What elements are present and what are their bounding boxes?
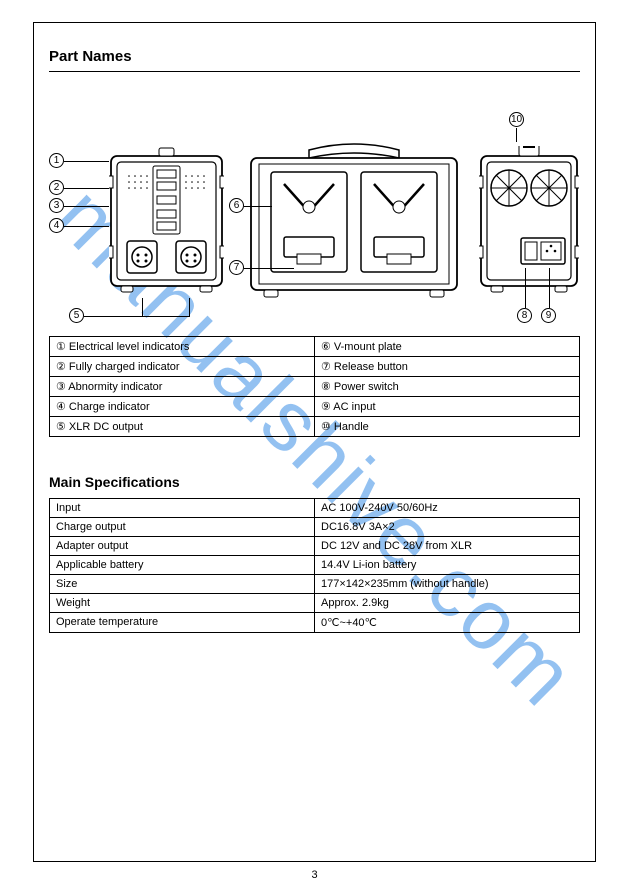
cell: 14.4V Li-ion battery bbox=[315, 556, 580, 575]
cell: Input bbox=[50, 499, 315, 518]
table-row: Charge outputDC16.8V 3A×2 bbox=[50, 518, 580, 537]
callout-6: 6 bbox=[229, 198, 244, 213]
callout-4: 4 bbox=[49, 218, 64, 233]
cell: ⑤ XLR DC output bbox=[50, 417, 315, 437]
top-view bbox=[249, 142, 459, 302]
callout-line bbox=[189, 298, 190, 316]
diagram-area: 10 bbox=[49, 138, 580, 333]
callout-line bbox=[64, 226, 109, 227]
callout-2: 2 bbox=[49, 180, 64, 195]
callout-5: 5 bbox=[69, 308, 84, 323]
cell: ② Fully charged indicator bbox=[50, 357, 315, 377]
cell: Applicable battery bbox=[50, 556, 315, 575]
spec-table: InputAC 100V-240V 50/60Hz Charge outputD… bbox=[49, 498, 580, 633]
table-row: ⑤ XLR DC output⑩ Handle bbox=[50, 417, 580, 437]
callout-line bbox=[549, 268, 550, 308]
cell: Size bbox=[50, 575, 315, 594]
callout-line bbox=[244, 268, 294, 269]
callout-line bbox=[244, 206, 272, 207]
cell: DC16.8V 3A×2 bbox=[315, 518, 580, 537]
callout-9: 9 bbox=[541, 308, 556, 323]
cell: Weight bbox=[50, 594, 315, 613]
cell: Approx. 2.9kg bbox=[315, 594, 580, 613]
table-row: Applicable battery14.4V Li-ion battery bbox=[50, 556, 580, 575]
callout-7: 7 bbox=[229, 260, 244, 275]
table-row: ① Electrical level indicators⑥ V-mount p… bbox=[50, 337, 580, 357]
cell: ⑦ Release button bbox=[315, 357, 580, 377]
callout-10: 10 bbox=[509, 112, 524, 127]
callout-line bbox=[516, 128, 517, 142]
callout-line bbox=[84, 316, 190, 317]
cell: ⑨ AC input bbox=[315, 397, 580, 417]
page-title: Part Names bbox=[49, 48, 132, 65]
callout-8: 8 bbox=[517, 308, 532, 323]
front-view bbox=[109, 146, 224, 296]
cell: ④ Charge indicator bbox=[50, 397, 315, 417]
table-row: WeightApprox. 2.9kg bbox=[50, 594, 580, 613]
callout-line bbox=[64, 161, 109, 162]
callout-line bbox=[64, 188, 109, 189]
cell: Operate temperature bbox=[50, 613, 315, 633]
table-row: ② Fully charged indicator⑦ Release butto… bbox=[50, 357, 580, 377]
cell: DC 12V and DC 28V from XLR bbox=[315, 537, 580, 556]
cell: ① Electrical level indicators bbox=[50, 337, 315, 357]
table-row: ③ Abnormity indicator⑧ Power switch bbox=[50, 377, 580, 397]
cell: 177×142×235mm (without handle) bbox=[315, 575, 580, 594]
callout-3: 3 bbox=[49, 198, 64, 213]
callout-line bbox=[142, 298, 143, 316]
cell: Charge output bbox=[50, 518, 315, 537]
parts-table: ① Electrical level indicators⑥ V-mount p… bbox=[49, 336, 580, 437]
back-view bbox=[479, 146, 579, 296]
header-rule bbox=[49, 71, 580, 72]
cell: 0℃~+40℃ bbox=[315, 613, 580, 633]
cell: ⑩ Handle bbox=[315, 417, 580, 437]
callout-1: 1 bbox=[49, 153, 64, 168]
cell: AC 100V-240V 50/60Hz bbox=[315, 499, 580, 518]
cell: ⑧ Power switch bbox=[315, 377, 580, 397]
table-row: Size177×142×235mm (without handle) bbox=[50, 575, 580, 594]
cell: ⑥ V-mount plate bbox=[315, 337, 580, 357]
table-row: InputAC 100V-240V 50/60Hz bbox=[50, 499, 580, 518]
section-heading-specs: Main Specifications bbox=[49, 474, 180, 490]
cell: Adapter output bbox=[50, 537, 315, 556]
table-row: Operate temperature0℃~+40℃ bbox=[50, 613, 580, 633]
page-number: 3 bbox=[311, 869, 317, 881]
callout-line bbox=[525, 268, 526, 308]
table-row: Adapter outputDC 12V and DC 28V from XLR bbox=[50, 537, 580, 556]
table-row: ④ Charge indicator⑨ AC input bbox=[50, 397, 580, 417]
cell: ③ Abnormity indicator bbox=[50, 377, 315, 397]
callout-line bbox=[64, 206, 109, 207]
